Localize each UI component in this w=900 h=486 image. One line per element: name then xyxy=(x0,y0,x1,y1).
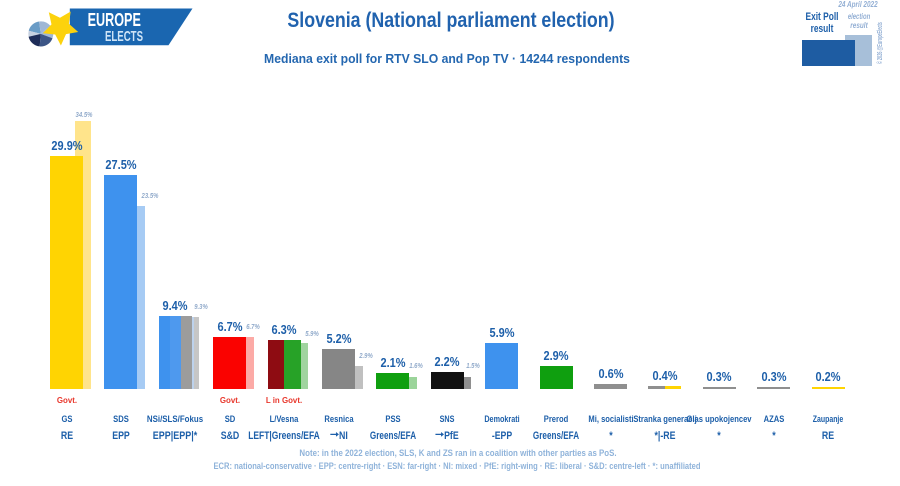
svg-text:EUROPE: EUROPE xyxy=(88,10,141,30)
svg-text:ELECTS: ELECTS xyxy=(105,28,143,45)
